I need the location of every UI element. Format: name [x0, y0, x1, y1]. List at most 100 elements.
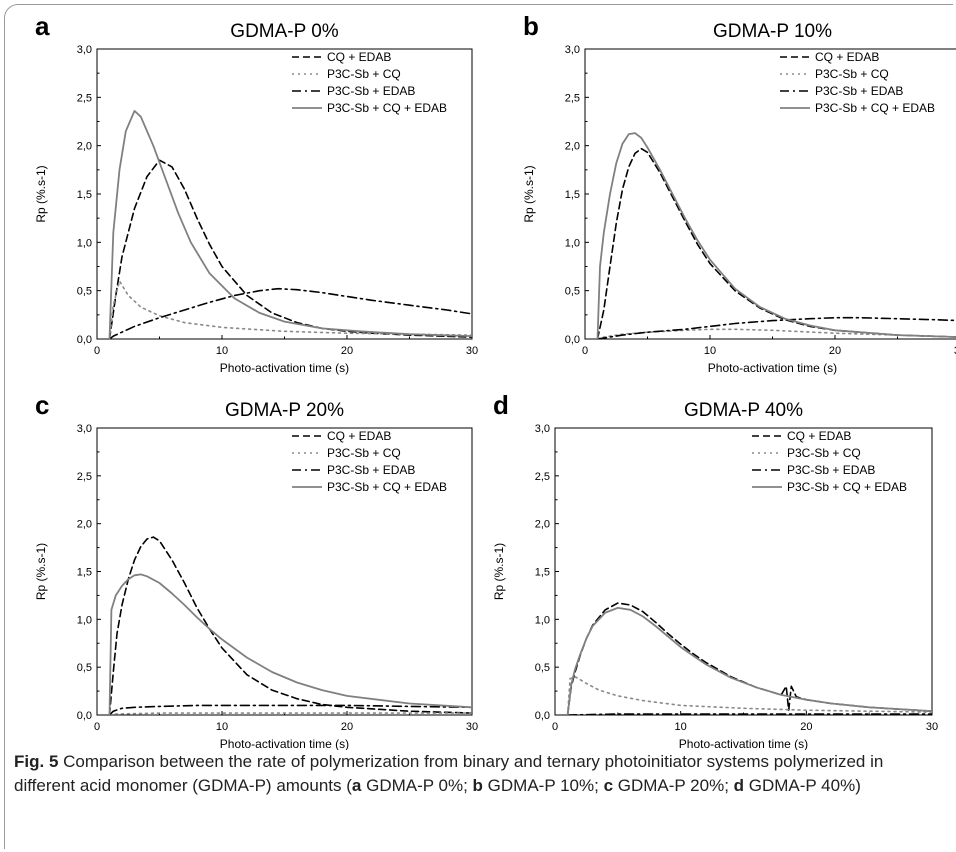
x-tick-label: 30: [954, 345, 956, 357]
series-group: [108, 110, 472, 339]
y-tick-label: 2,0: [565, 141, 580, 153]
caption-part-c-text: GDMA-P 20%;: [613, 776, 734, 795]
y-axis-label: Rp (%.s-1): [34, 165, 48, 222]
figure-charts: a GDMA-P 0% 0,0 0,5 1,0 1,5 2,0 2,5 3,0 0 10 20 30 Ph…: [34, 11, 956, 750]
x-tick-label: 0: [552, 721, 558, 733]
plot-area: [554, 427, 933, 716]
y-axis-label: Rp (%.s-1): [34, 543, 48, 600]
series-line-dash: [566, 602, 932, 715]
series-group: [566, 602, 932, 715]
series-group: [596, 132, 956, 339]
x-tick-label: 20: [829, 345, 841, 357]
x-tick-label: 20: [341, 721, 353, 733]
x-tick-label: 30: [466, 345, 478, 357]
y-tick-label: 2,5: [77, 471, 92, 483]
panel-d: d GDMA-P 40% 0,0 0,5 1,0 1,5 2,0 2,5 3,0 0 10 20 30 P…: [492, 390, 938, 750]
caption-part-c-letter: c: [603, 776, 614, 795]
x-axis-label: Photo-activation time (s): [679, 737, 808, 750]
y-tick-label: 0,0: [535, 710, 550, 722]
panel-title: GDMA-P 0%: [230, 21, 339, 42]
series-group: [108, 536, 472, 715]
y-axis-label: Rp (%.s-1): [492, 543, 506, 600]
y-tick-label: 1,0: [77, 237, 92, 249]
y-tick-label: 0,5: [565, 286, 580, 298]
x-tick-label: 0: [94, 345, 100, 357]
y-tick-label: 1,5: [535, 567, 550, 579]
y-tick-label: 2,5: [535, 471, 550, 483]
y-tick-label: 3,0: [77, 44, 92, 56]
legend-label: P3C-Sb + CQ: [327, 67, 401, 81]
figure-caption: Fig. 5 Comparison between the rate of po…: [14, 750, 944, 798]
y-tick-label: 1,0: [565, 237, 580, 249]
x-tick-label: 10: [704, 345, 716, 357]
legend-label: P3C-Sb + CQ: [327, 446, 401, 460]
legend-label: P3C-Sb + CQ + EDAB: [787, 480, 907, 494]
y-tick-label: 1,0: [77, 614, 92, 626]
x-tick-label: 10: [675, 721, 687, 733]
x-tick-label: 30: [926, 721, 938, 733]
series-line-solid: [108, 110, 472, 339]
x-tick-label: 20: [341, 345, 353, 357]
caption-part-d-letter: d: [733, 776, 745, 795]
legend-label: P3C-Sb + CQ: [815, 67, 889, 81]
x-tick-label: 0: [94, 721, 100, 733]
panel-letter: c: [35, 390, 49, 420]
x-axis-label: Photo-activation time (s): [220, 737, 349, 750]
y-tick-label: 0,5: [77, 662, 92, 674]
legend-label: P3C-Sb + EDAB: [327, 84, 415, 98]
caption-part-a-text: GDMA-P 0%;: [361, 776, 473, 795]
legend-label: P3C-Sb + CQ + EDAB: [815, 101, 935, 115]
panel-letter: d: [493, 390, 509, 420]
panel-a: a GDMA-P 0% 0,0 0,5 1,0 1,5 2,0 2,5 3,0 0 10 20 30 Ph…: [34, 11, 478, 375]
y-tick-label: 1,5: [565, 189, 580, 201]
figure-frame: [4, 4, 953, 849]
legend-label: P3C-Sb + EDAB: [327, 463, 415, 477]
x-axis-label: Photo-activation time (s): [220, 361, 349, 375]
y-tick-label: 3,0: [535, 423, 550, 435]
series-line-dashdot: [108, 287, 472, 339]
y-tick-label: 2,0: [535, 519, 550, 531]
x-tick-label: 30: [466, 721, 478, 733]
legend-label: CQ + EDAB: [327, 50, 391, 64]
y-tick-label: 2,0: [77, 519, 92, 531]
panel-c: c GDMA-P 20% 0,0 0,5 1,0 1,5 2,0 2,5 3,0 0 10 20 30 P…: [34, 390, 478, 750]
caption-part-a-letter: a: [351, 776, 362, 795]
series-line-solid: [596, 132, 956, 339]
panel-letter: a: [35, 11, 50, 41]
y-tick-label: 0,0: [77, 334, 92, 346]
caption-part-b-text: GDMA-P 10%;: [482, 776, 604, 795]
series-line-solid: [566, 607, 932, 715]
panel-title: GDMA-P 40%: [684, 400, 803, 421]
caption-label: Fig. 5: [14, 752, 59, 771]
y-tick-label: 2,0: [77, 141, 92, 153]
y-tick-label: 1,5: [77, 567, 92, 579]
series-line-dashdot: [596, 316, 956, 339]
y-tick-label: 2,5: [77, 92, 92, 104]
panel-title: GDMA-P 20%: [225, 400, 344, 421]
caption-part-b-letter: b: [472, 776, 483, 795]
y-tick-label: 1,0: [535, 614, 550, 626]
y-tick-label: 0,0: [565, 334, 580, 346]
series-line-dot: [596, 328, 956, 339]
legend-label: P3C-Sb + CQ + EDAB: [327, 101, 447, 115]
x-tick-label: 20: [800, 721, 812, 733]
y-tick-label: 3,0: [77, 423, 92, 435]
series-line-dot: [108, 280, 472, 339]
plot-area: [96, 48, 473, 340]
x-axis-label: Photo-activation time (s): [708, 361, 837, 375]
series-line-dashdot: [566, 713, 932, 715]
y-tick-label: 0,0: [77, 710, 92, 722]
panel-letter: b: [523, 11, 539, 41]
series-line-dot: [566, 675, 932, 715]
plot-area: [96, 427, 473, 716]
y-tick-label: 0,5: [77, 286, 92, 298]
series-line-solid: [108, 573, 472, 715]
y-tick-label: 2,5: [565, 92, 580, 104]
legend-label: P3C-Sb + CQ + EDAB: [327, 480, 447, 494]
series-line-dash: [596, 147, 956, 339]
series-line-dot: [108, 712, 472, 715]
y-tick-label: 0,5: [535, 662, 550, 674]
y-tick-label: 1,5: [77, 189, 92, 201]
legend-label: CQ + EDAB: [327, 429, 391, 443]
legend-label: P3C-Sb + EDAB: [815, 84, 903, 98]
